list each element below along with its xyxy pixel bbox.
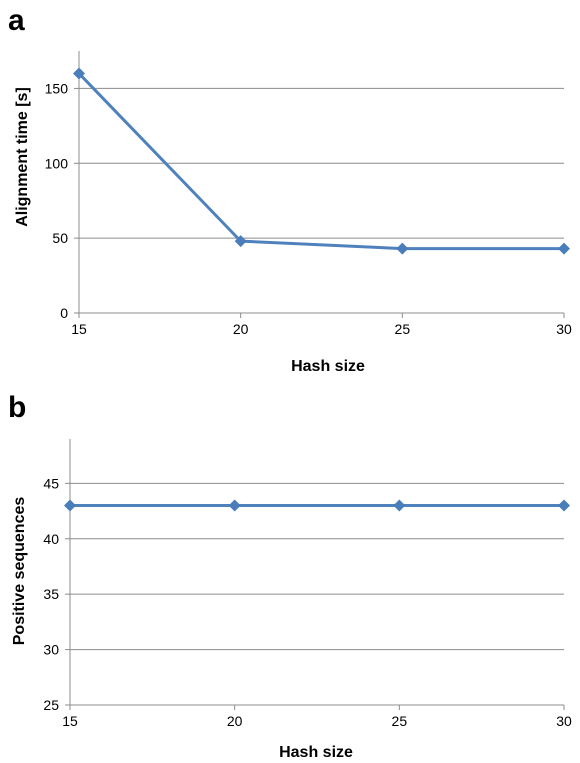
data-point-marker xyxy=(73,67,85,80)
data-point-marker xyxy=(64,499,76,512)
chart-b-positive-sequences: 25 30 35 40 45 15 20 25 30 Hash size Positive sequ… xyxy=(11,439,572,761)
y-tick-label: 0 xyxy=(60,305,68,321)
panel-label-a: a xyxy=(8,4,25,37)
chart-a-alignment-time: 0 50 100 150 15 20 25 30 Hash size Alignment time… xyxy=(14,51,572,375)
x-axis-title: Hash size xyxy=(291,358,365,375)
y-tick-label: 150 xyxy=(45,80,69,96)
x-tick-label: 15 xyxy=(62,713,78,729)
y-tick-label: 35 xyxy=(43,586,59,602)
data-point-marker xyxy=(228,499,241,512)
data-point-marker xyxy=(396,242,409,255)
panel-label-b: b xyxy=(8,391,27,424)
x-tick-label: 25 xyxy=(395,321,411,337)
y-tick-label: 25 xyxy=(43,697,59,713)
y-tick-label: 50 xyxy=(52,230,68,246)
y-tick-label: 45 xyxy=(43,475,59,491)
y-axis-title: Positive sequences xyxy=(11,497,28,646)
y-tick-label: 100 xyxy=(45,155,69,171)
x-tick-label: 30 xyxy=(556,321,572,337)
x-tick-label: 20 xyxy=(227,713,243,729)
x-tick-label: 30 xyxy=(556,713,572,729)
y-tick-label: 40 xyxy=(43,531,59,547)
y-axis-title: Alignment time [s] xyxy=(14,87,31,227)
data-point-marker xyxy=(558,242,570,255)
x-tick-label: 25 xyxy=(392,713,408,729)
series-line xyxy=(77,72,564,251)
data-point-marker xyxy=(558,499,570,512)
y-tick-label: 30 xyxy=(43,642,59,658)
data-point-marker xyxy=(393,499,406,512)
x-tick-label: 20 xyxy=(233,321,249,337)
x-axis-title: Hash size xyxy=(279,744,353,761)
x-tick-label: 15 xyxy=(71,321,87,337)
data-point-marker xyxy=(234,235,247,248)
